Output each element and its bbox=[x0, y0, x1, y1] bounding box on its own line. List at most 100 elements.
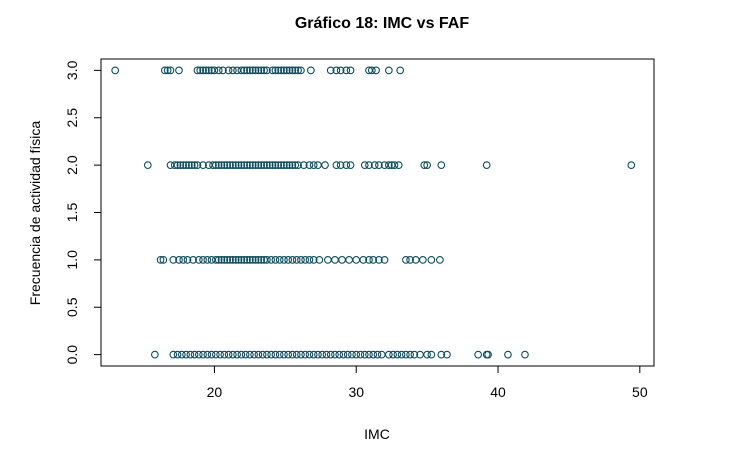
data-point bbox=[254, 66, 263, 75]
data-point bbox=[482, 161, 491, 169]
x-tick-label: 50 bbox=[632, 384, 648, 400]
data-point bbox=[359, 256, 368, 264]
data-point bbox=[436, 256, 444, 264]
data-point bbox=[209, 161, 217, 169]
data-point bbox=[248, 66, 257, 75]
data-point bbox=[419, 256, 427, 264]
data-point bbox=[271, 161, 280, 169]
data-point bbox=[521, 350, 529, 359]
data-point bbox=[314, 161, 322, 169]
data-point bbox=[246, 161, 254, 169]
data-point bbox=[267, 350, 276, 359]
data-point bbox=[199, 161, 207, 169]
data-point bbox=[251, 161, 260, 169]
x-tick-label: 40 bbox=[490, 384, 506, 400]
data-point bbox=[274, 161, 283, 169]
data-point bbox=[345, 256, 353, 264]
y-tick-label: 1.5 bbox=[64, 203, 80, 223]
data-point bbox=[212, 256, 220, 264]
data-point bbox=[331, 350, 339, 359]
data-point bbox=[297, 350, 305, 359]
data-point bbox=[335, 350, 344, 359]
data-point bbox=[280, 350, 288, 359]
data-point bbox=[301, 350, 310, 359]
data-point bbox=[173, 350, 182, 359]
data-point bbox=[365, 350, 373, 359]
data-point bbox=[338, 256, 346, 264]
data-point bbox=[173, 161, 182, 169]
data-point bbox=[240, 66, 249, 75]
data-point bbox=[352, 256, 361, 264]
data-point bbox=[237, 66, 246, 75]
data-point bbox=[332, 66, 341, 75]
data-point bbox=[315, 256, 324, 264]
data-point bbox=[246, 350, 254, 359]
data-point bbox=[268, 161, 277, 169]
data-point bbox=[346, 66, 355, 75]
data-point bbox=[336, 66, 345, 75]
data-point bbox=[288, 161, 297, 169]
data-point bbox=[326, 66, 335, 75]
data-point bbox=[258, 350, 267, 359]
data-point bbox=[348, 350, 356, 359]
x-axis-label: IMC bbox=[364, 426, 390, 442]
data-point bbox=[179, 161, 188, 169]
data-point bbox=[199, 256, 207, 264]
data-point bbox=[183, 256, 192, 264]
data-point bbox=[369, 256, 378, 264]
data-point bbox=[217, 256, 226, 264]
data-point bbox=[377, 350, 386, 359]
data-point bbox=[305, 161, 314, 169]
data-point bbox=[474, 350, 483, 359]
data-point bbox=[294, 161, 302, 169]
x-tick-label: 20 bbox=[207, 384, 223, 400]
data-point bbox=[220, 161, 229, 169]
data-point bbox=[268, 66, 277, 75]
data-point bbox=[212, 350, 220, 359]
data-point bbox=[365, 256, 373, 264]
data-point bbox=[342, 66, 351, 75]
data-point bbox=[248, 161, 257, 169]
data-point bbox=[194, 350, 203, 359]
data-point bbox=[288, 350, 297, 359]
data-point bbox=[182, 350, 190, 359]
data-point bbox=[240, 256, 249, 264]
data-point bbox=[234, 161, 243, 169]
data-point bbox=[216, 350, 224, 359]
y-tick-label: 2.0 bbox=[64, 155, 80, 175]
data-point bbox=[156, 256, 165, 264]
data-point bbox=[393, 350, 402, 359]
data-point bbox=[194, 256, 203, 264]
data-point bbox=[159, 256, 168, 264]
data-point bbox=[294, 66, 302, 75]
data-point bbox=[182, 161, 190, 169]
data-point bbox=[254, 256, 263, 264]
data-point bbox=[169, 256, 178, 264]
data-point bbox=[309, 350, 318, 359]
data-point bbox=[406, 256, 414, 264]
data-point bbox=[369, 350, 378, 359]
data-point bbox=[291, 66, 300, 75]
data-point bbox=[237, 256, 246, 264]
data-point bbox=[175, 256, 183, 264]
x-axis: 20 30 40 50 bbox=[207, 365, 648, 400]
data-point bbox=[231, 161, 240, 169]
data-point bbox=[240, 161, 249, 169]
data-point bbox=[410, 350, 419, 359]
data-point bbox=[263, 161, 271, 169]
data-point bbox=[274, 66, 283, 75]
data-point bbox=[237, 161, 246, 169]
data-point bbox=[234, 256, 243, 264]
data-point bbox=[396, 66, 405, 75]
data-point bbox=[265, 161, 274, 169]
data-point bbox=[321, 161, 329, 169]
data-point bbox=[284, 256, 293, 264]
data-point bbox=[277, 66, 285, 75]
data-point bbox=[214, 66, 223, 75]
data-point bbox=[443, 350, 451, 359]
data-point bbox=[251, 66, 260, 75]
data-point bbox=[367, 66, 376, 75]
data-point bbox=[380, 256, 389, 264]
y-axis: 0.0 0.5 1.0 1.5 2.0 2.5 3.0 bbox=[64, 60, 102, 364]
data-point bbox=[297, 66, 305, 75]
